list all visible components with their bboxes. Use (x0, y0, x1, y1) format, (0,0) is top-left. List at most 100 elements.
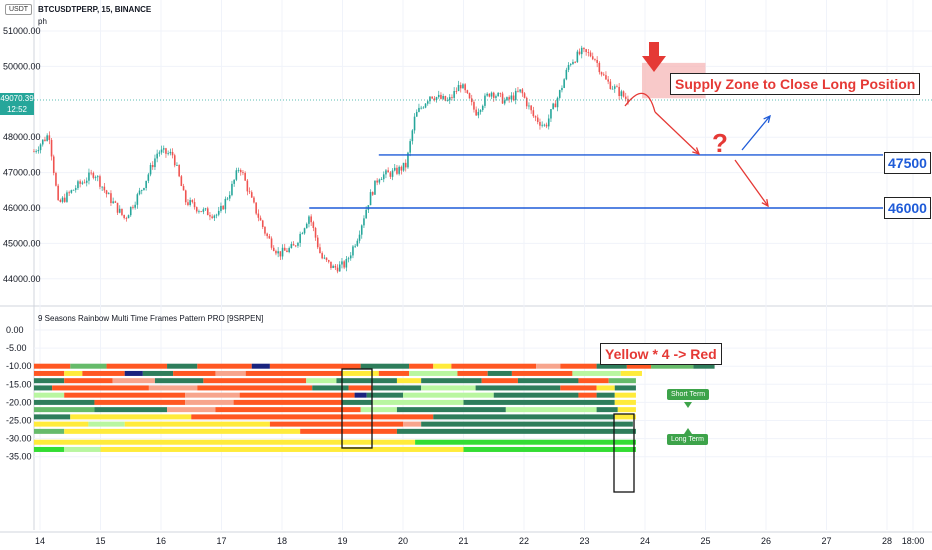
candle-body (558, 90, 561, 98)
candle-body (607, 79, 609, 82)
heatmap-cell (596, 363, 627, 369)
heatmap-cell (215, 407, 361, 413)
candle-body (325, 257, 328, 261)
heatmap-cell (167, 407, 216, 413)
candle-body (466, 90, 469, 94)
candle-body (459, 85, 462, 89)
heatmap-cell (372, 399, 464, 405)
candle-body (77, 181, 79, 189)
candle-body (283, 247, 286, 251)
candle-body (48, 135, 51, 140)
heatmap-cell (620, 370, 642, 376)
candle-body (259, 217, 262, 221)
candle-body (279, 251, 282, 257)
heatmap-cell (124, 370, 143, 376)
candle-body (563, 79, 565, 88)
candle-body (437, 94, 440, 98)
candle-body (286, 250, 288, 253)
candle-body (303, 228, 306, 234)
price-y-tick: 46000.00 (3, 203, 41, 213)
candle-body (354, 245, 356, 247)
candle-body (50, 139, 53, 157)
candle-body (217, 210, 220, 215)
indicator-y-tick: -35.00 (6, 452, 32, 462)
heatmap-cell (475, 385, 561, 391)
heatmap-cell (421, 378, 482, 384)
candle-body (385, 170, 387, 175)
heatmap-cell (239, 392, 355, 398)
candle-body (63, 197, 66, 202)
candle-body (506, 97, 508, 101)
candle-body (242, 172, 244, 174)
candle-body (554, 103, 557, 108)
candle-body (378, 179, 381, 183)
candle-body (321, 253, 323, 259)
heatmap-cell (33, 392, 65, 398)
candle-body (611, 88, 614, 90)
candle-body (37, 150, 40, 152)
candle-body (138, 190, 141, 195)
candle-body (96, 176, 99, 178)
candle-body (129, 206, 132, 216)
heatmap-cell (511, 370, 573, 376)
candle-body (235, 170, 238, 180)
heatmap-cell (100, 446, 464, 452)
candle-body (35, 151, 37, 152)
candle-body (143, 188, 145, 190)
heatmap-cell (173, 370, 216, 376)
candle-body (180, 176, 183, 187)
candle-body (250, 192, 253, 198)
candle-body (83, 182, 86, 184)
candle-body (583, 47, 585, 50)
arrow-bounce-up-head (763, 114, 771, 123)
heatmap-cell (191, 414, 434, 420)
heatmap-cell (33, 363, 71, 369)
candle-body (204, 208, 207, 210)
candle-body (319, 247, 321, 254)
heatmap-cell (403, 421, 422, 427)
currency-badge[interactable]: USDT (5, 4, 33, 15)
candle-body (193, 202, 196, 208)
candle-body (521, 89, 524, 94)
heatmap-cell (372, 385, 422, 391)
candle-body (409, 141, 411, 153)
candle-body (561, 87, 563, 91)
candle-body (479, 110, 482, 112)
heatmap-cell (560, 385, 597, 391)
candle-body (398, 166, 400, 174)
candle-body (81, 182, 84, 184)
candle-body (382, 174, 385, 180)
candle-body (418, 107, 420, 112)
candle-body (310, 216, 312, 223)
candle-body (191, 200, 194, 203)
candle-body (52, 156, 55, 173)
candle-body (74, 188, 77, 190)
heatmap-cell (33, 414, 71, 420)
heatmap-cell (596, 385, 615, 391)
current-price-value: 49070.39 (0, 94, 34, 103)
heatmap-cell (505, 407, 597, 413)
candle-body (594, 59, 596, 61)
candle-body (525, 97, 528, 107)
candle-body (70, 190, 73, 193)
candle-body (101, 186, 103, 188)
heatmap-cell (421, 385, 476, 391)
heatmap-cell (52, 385, 149, 391)
candle-body (591, 56, 594, 60)
highlight-box-end (613, 413, 635, 493)
candle-body (347, 258, 350, 260)
candle-body (343, 261, 345, 268)
heatmap-cell (572, 370, 621, 376)
heatmap-cell (33, 421, 89, 427)
candles-layer (33, 45, 629, 274)
candle-body (580, 47, 583, 55)
candle-body (327, 260, 330, 262)
candle-body (547, 118, 550, 127)
heatmap-cell (167, 363, 198, 369)
candle-body (541, 124, 543, 126)
candle-body (530, 105, 532, 111)
candle-body (257, 213, 260, 218)
candle-body (136, 194, 139, 205)
candle-body (598, 62, 601, 73)
heatmap-cell (693, 363, 715, 369)
